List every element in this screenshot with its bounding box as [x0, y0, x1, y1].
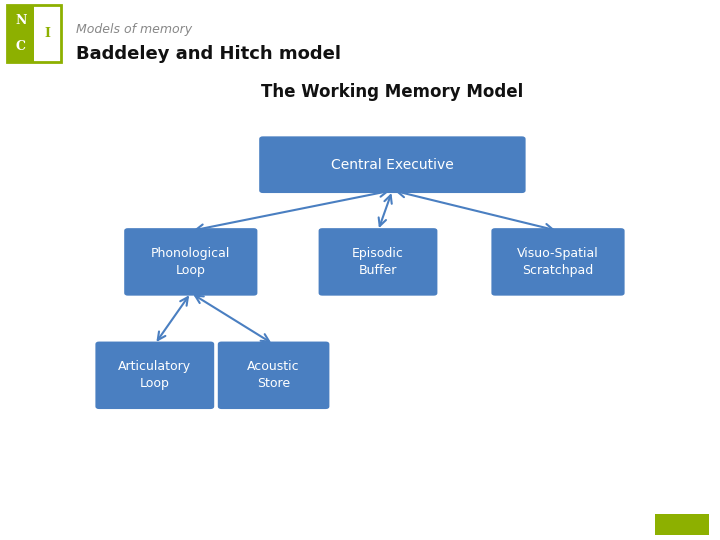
Text: Visuo-Spatial
Scratchpad: Visuo-Spatial Scratchpad [517, 247, 599, 277]
FancyBboxPatch shape [217, 342, 330, 409]
FancyBboxPatch shape [319, 228, 438, 296]
Text: Phonological
Loop: Phonological Loop [151, 247, 230, 277]
Text: Episodic
Buffer: Episodic Buffer [352, 247, 404, 277]
Text: Central Executive: Central Executive [331, 158, 454, 172]
Text: Acoustic
Store: Acoustic Store [247, 360, 300, 390]
FancyBboxPatch shape [491, 228, 624, 296]
Bar [655, 514, 709, 535]
FancyBboxPatch shape [7, 5, 61, 62]
Text: N: N [15, 14, 27, 27]
Text: Models of memory: Models of memory [76, 23, 192, 36]
FancyBboxPatch shape [95, 342, 215, 409]
FancyBboxPatch shape [7, 5, 35, 62]
FancyBboxPatch shape [125, 228, 258, 296]
Text: The Working Memory Model: The Working Memory Model [261, 83, 523, 101]
FancyBboxPatch shape [259, 137, 526, 193]
Text: C: C [16, 40, 26, 53]
Text: I: I [45, 27, 50, 40]
Text: Baddeley and Hitch model: Baddeley and Hitch model [76, 45, 341, 63]
Text: Articulatory
Loop: Articulatory Loop [118, 360, 192, 390]
